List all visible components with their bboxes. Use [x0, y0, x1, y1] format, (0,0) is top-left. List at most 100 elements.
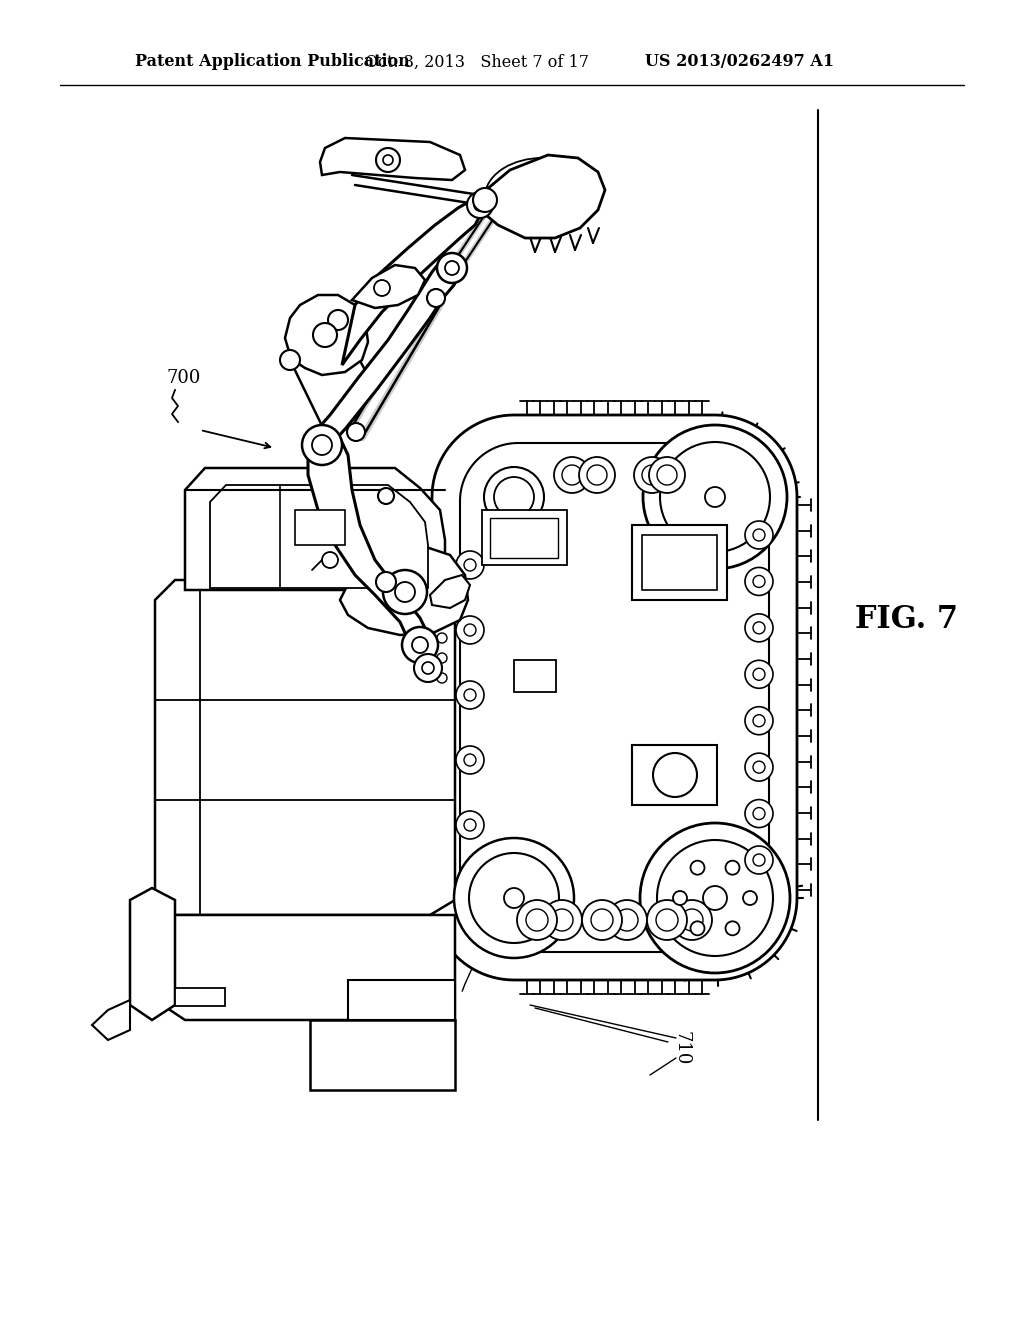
- Circle shape: [412, 638, 428, 653]
- Polygon shape: [348, 979, 455, 1020]
- Circle shape: [753, 622, 765, 634]
- Circle shape: [745, 660, 773, 688]
- Circle shape: [745, 521, 773, 549]
- Circle shape: [587, 465, 607, 484]
- Circle shape: [383, 154, 393, 165]
- Circle shape: [745, 846, 773, 874]
- Circle shape: [464, 558, 476, 572]
- Text: 710: 710: [672, 1031, 690, 1065]
- Circle shape: [456, 616, 484, 644]
- Polygon shape: [155, 579, 455, 915]
- Circle shape: [745, 614, 773, 642]
- Bar: [632, 525, 727, 601]
- Polygon shape: [430, 576, 470, 609]
- Circle shape: [437, 653, 447, 663]
- Circle shape: [456, 681, 484, 709]
- Bar: [632, 744, 717, 805]
- Text: FIG. 7: FIG. 7: [855, 605, 958, 635]
- Circle shape: [464, 689, 476, 701]
- Polygon shape: [185, 469, 445, 590]
- Circle shape: [690, 921, 705, 936]
- Circle shape: [376, 148, 400, 172]
- Polygon shape: [342, 201, 482, 366]
- Circle shape: [474, 199, 486, 211]
- Circle shape: [745, 706, 773, 735]
- Circle shape: [673, 891, 687, 906]
- Circle shape: [562, 465, 582, 484]
- Circle shape: [649, 457, 685, 492]
- Polygon shape: [285, 294, 368, 375]
- Circle shape: [725, 921, 739, 936]
- Bar: [175, 987, 225, 1006]
- Circle shape: [302, 425, 342, 465]
- Circle shape: [753, 714, 765, 727]
- Polygon shape: [308, 432, 432, 648]
- Polygon shape: [315, 257, 460, 447]
- Circle shape: [526, 909, 548, 931]
- Bar: [642, 535, 717, 590]
- Circle shape: [725, 861, 739, 875]
- Circle shape: [656, 909, 678, 931]
- Circle shape: [753, 576, 765, 587]
- Circle shape: [657, 465, 677, 484]
- Circle shape: [383, 570, 427, 614]
- Circle shape: [469, 853, 559, 942]
- Circle shape: [378, 488, 394, 504]
- Text: 700: 700: [167, 370, 202, 387]
- Circle shape: [280, 350, 300, 370]
- Circle shape: [703, 886, 727, 909]
- Circle shape: [494, 477, 534, 517]
- Bar: [514, 660, 556, 692]
- Circle shape: [554, 457, 590, 492]
- Circle shape: [456, 746, 484, 774]
- Circle shape: [395, 582, 415, 602]
- Circle shape: [753, 529, 765, 541]
- Circle shape: [642, 465, 662, 484]
- Text: 312B: 312B: [338, 1040, 428, 1071]
- Circle shape: [647, 900, 687, 940]
- Circle shape: [640, 822, 790, 973]
- Circle shape: [328, 310, 348, 330]
- Polygon shape: [210, 484, 428, 587]
- Circle shape: [653, 752, 697, 797]
- Circle shape: [542, 900, 582, 940]
- Polygon shape: [92, 1001, 130, 1040]
- Circle shape: [504, 888, 524, 908]
- Polygon shape: [155, 915, 455, 1020]
- Text: 701: 701: [175, 1001, 209, 1019]
- Polygon shape: [480, 154, 605, 238]
- Polygon shape: [310, 1020, 455, 1090]
- Circle shape: [402, 627, 438, 663]
- Circle shape: [745, 754, 773, 781]
- Polygon shape: [352, 265, 425, 308]
- Circle shape: [634, 457, 670, 492]
- Circle shape: [322, 552, 338, 568]
- Circle shape: [437, 253, 467, 282]
- Circle shape: [551, 909, 573, 931]
- Circle shape: [705, 487, 725, 507]
- Circle shape: [437, 673, 447, 682]
- Bar: [490, 517, 558, 558]
- Circle shape: [607, 900, 647, 940]
- Circle shape: [745, 800, 773, 828]
- Circle shape: [681, 909, 703, 931]
- Circle shape: [753, 762, 765, 774]
- Circle shape: [414, 653, 442, 682]
- Text: 720: 720: [698, 863, 716, 898]
- Circle shape: [437, 634, 447, 643]
- Bar: [295, 510, 345, 545]
- Circle shape: [374, 280, 390, 296]
- Circle shape: [347, 422, 365, 441]
- Circle shape: [467, 191, 493, 218]
- Polygon shape: [340, 545, 468, 635]
- Text: E: E: [530, 669, 540, 682]
- Text: CAT: CAT: [378, 989, 428, 1011]
- Circle shape: [464, 818, 476, 832]
- Circle shape: [743, 891, 757, 906]
- Circle shape: [753, 668, 765, 680]
- Circle shape: [643, 425, 787, 569]
- Bar: [482, 510, 567, 565]
- Circle shape: [517, 900, 557, 940]
- Circle shape: [582, 900, 622, 940]
- Circle shape: [422, 663, 434, 675]
